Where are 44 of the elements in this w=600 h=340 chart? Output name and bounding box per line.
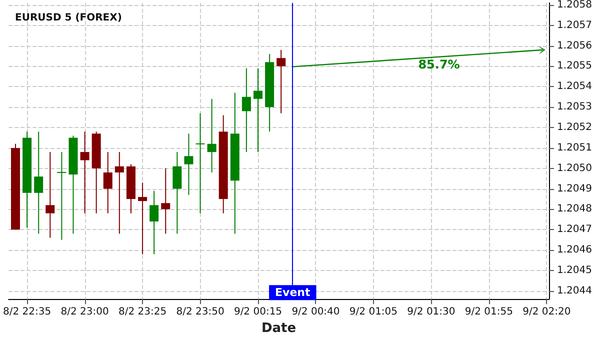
candlestick [276,49,286,114]
candlestick [103,152,112,214]
y-tick-label: 1.2057 [557,20,592,31]
candlestick [114,152,124,234]
candlestick [150,190,159,255]
y-tick-label: 1.2056 [557,40,592,52]
y-tick-label: 1.2048 [557,204,592,215]
y-tick-label: 1.2054 [557,81,592,92]
candlestick [46,152,55,238]
y-tick-label: 1.2055 [557,60,592,72]
x-tick-label: 8/2 23:25 [118,306,167,318]
candlestick [172,152,182,234]
x-tick-label: 8/2 23:50 [176,306,224,318]
candlestick [242,68,251,153]
y-tick-label: 1.2058 [557,0,592,10]
candlestick [138,182,148,255]
x-tick-label: 9/2 01:55 [464,306,513,318]
candlestick [161,168,170,234]
annotation: 85.7% [418,57,460,72]
y-tick-label: 1.2046 [557,244,592,256]
text: EURUSD 5 (FOREX) [15,12,122,24]
y-tick-label: 1.2044 [557,285,592,296]
x-tick-label: 9/2 02:20 [522,306,571,318]
y-tick-label: 1.2052 [557,122,592,134]
y-tick-label: 1.2049 [557,183,592,194]
y-tick-label: 1.2047 [557,224,592,236]
candlestick [56,152,67,240]
y-tick-label: 1.2051 [557,142,592,154]
candlestick [254,68,262,153]
x-tick-label: 8/2 23:00 [60,306,109,318]
y-tick-label: 1.2053 [557,102,592,113]
candlestick [34,131,44,234]
x-axis-title: Date [261,321,296,336]
x-tick-label: 9/2 01:30 [407,306,456,318]
x-tick-label: 9/2 00:40 [292,306,340,318]
x-tick-label: 9/2 01:05 [349,306,398,318]
ref-line-label: Event [275,286,310,300]
y-tick-label: 1.2045 [557,265,592,276]
candlestick [80,131,90,214]
x-tick-label: 9/2 00:15 [234,306,282,318]
candlestick [207,98,216,173]
y-tick-label: 1.2050 [557,162,592,174]
candlestick [184,133,194,196]
x-tick-label: 8/2 22:35 [3,306,52,318]
